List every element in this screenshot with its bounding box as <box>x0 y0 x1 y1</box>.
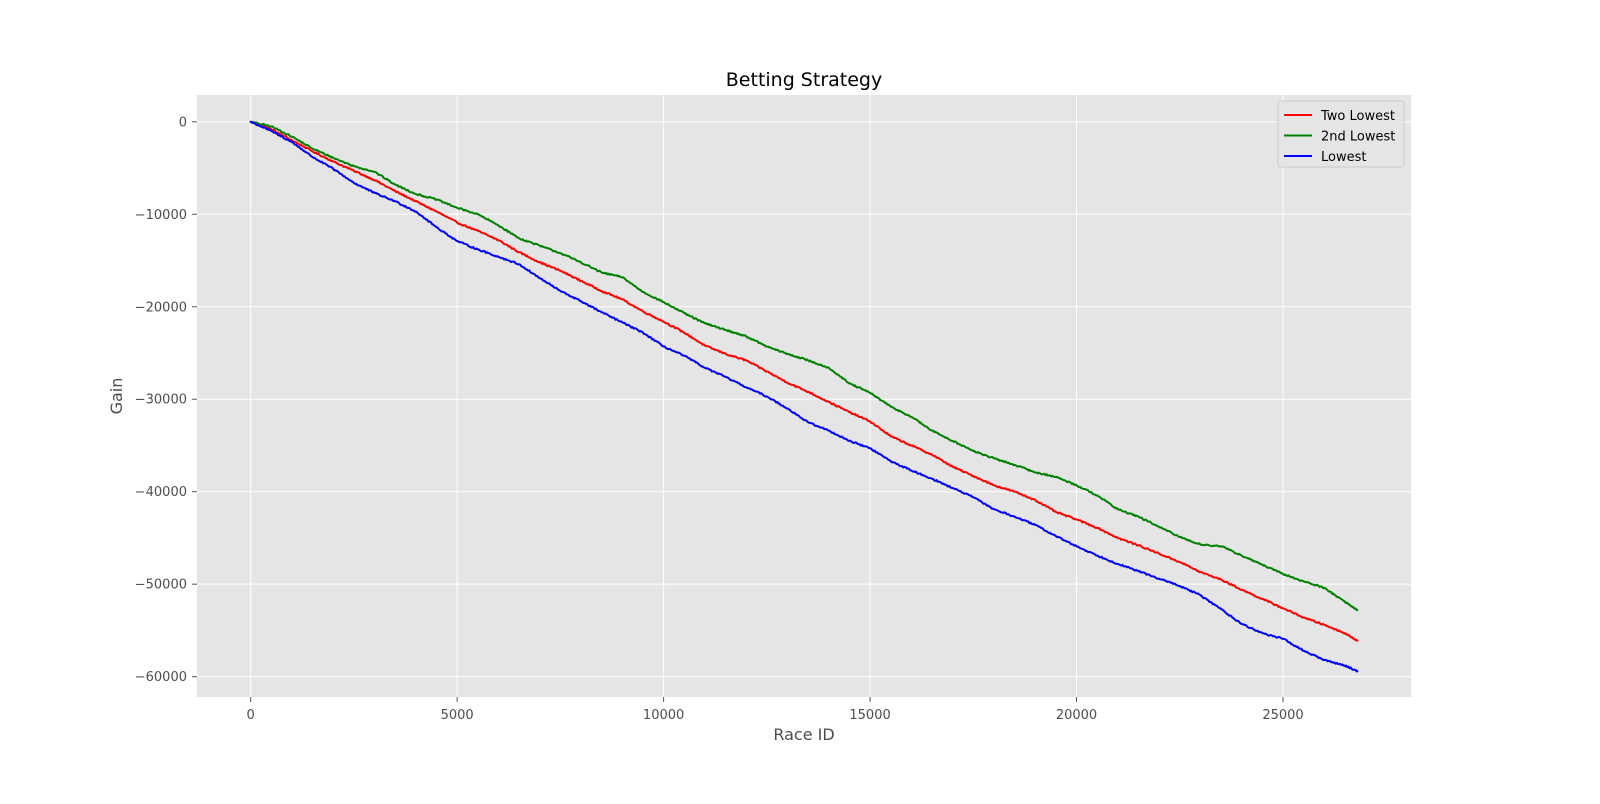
y-tick-label: 0 <box>179 115 187 130</box>
x-axis-label: Race ID <box>773 725 834 744</box>
legend-label: 2nd Lowest <box>1321 130 1395 145</box>
legend-box <box>1277 100 1405 168</box>
x-tick-label: 0 <box>247 708 255 723</box>
x-tick-label: 10000 <box>643 708 684 723</box>
series-line <box>249 120 1359 642</box>
x-tick-label: 5000 <box>441 708 474 723</box>
chart-title: Betting Strategy <box>726 69 882 91</box>
y-tick-label: −40000 <box>135 485 187 500</box>
y-tick-label: −50000 <box>135 578 187 593</box>
legend-label: Lowest <box>1321 150 1366 165</box>
y-tick-label: −60000 <box>135 670 187 685</box>
grid-lines <box>197 95 1411 697</box>
x-tick-label: 15000 <box>849 708 890 723</box>
series-line <box>249 120 1359 612</box>
legend: Two Lowest 2nd Lowest Lowest <box>1277 100 1405 168</box>
y-tick-label: −10000 <box>135 208 187 223</box>
y-axis-ticks: 0 −10000 −20000 −30000 −40000 −50000 −60000 <box>135 115 197 685</box>
y-tick-label: −20000 <box>135 300 187 315</box>
y-tick-label: −30000 <box>135 393 187 408</box>
plot-area <box>197 95 1411 697</box>
y-axis-label: Gain <box>107 378 126 415</box>
x-axis-ticks: 0 5000 10000 15000 20000 25000 <box>247 697 1304 723</box>
legend-label: Two Lowest <box>1320 109 1395 124</box>
x-tick-label: 20000 <box>1056 708 1097 723</box>
x-tick-label: 25000 <box>1262 708 1303 723</box>
series-lines <box>249 120 1359 673</box>
series-line <box>249 120 1359 673</box>
